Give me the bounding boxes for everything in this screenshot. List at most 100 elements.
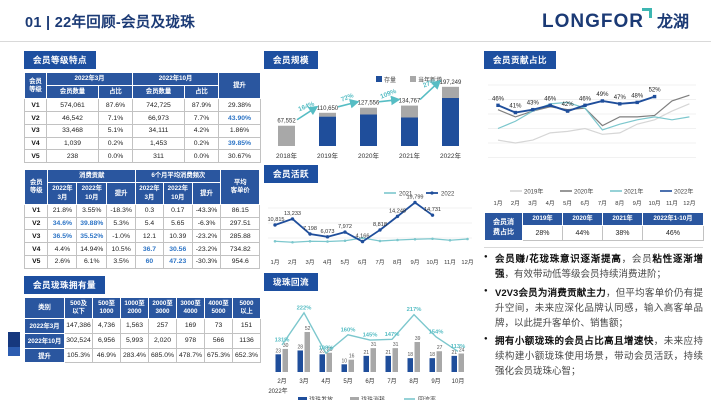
column-header: 2022年 10月	[162, 182, 193, 205]
bullet-text: 粘性逐渐增强	[495, 254, 703, 281]
table-cell: 21.8%	[47, 203, 78, 218]
table-cell: 151	[232, 318, 261, 334]
column-header: 5000 以上	[232, 296, 261, 320]
table-cell: 10.5%	[106, 242, 137, 256]
table-cell: 1,453	[132, 136, 186, 151]
column-header: 4000至 5000	[204, 296, 233, 320]
table-row: V3 33,468 5.1% 34,111 4.2% 1.86%	[24, 123, 262, 138]
chart-label: 48%	[631, 93, 644, 99]
table-row: V4 1,039 0.2% 1,453 0.2% 39.85%	[24, 136, 262, 151]
chart-label: 4月	[323, 259, 332, 266]
chart-label: 3月	[528, 200, 537, 207]
table-cell: 36.5%	[47, 229, 78, 244]
chart-label: 8月	[615, 200, 624, 207]
table-cell: 44%	[562, 225, 603, 242]
logo-text-en: LONGFOR	[541, 11, 644, 32]
table-cell: 566	[204, 332, 233, 349]
column-header: 会员数量	[46, 85, 99, 100]
section-label-longzhu-flow: 珑珠回流	[264, 273, 319, 291]
chart-label: 8月	[409, 378, 418, 385]
table-cell: 28%	[522, 225, 563, 242]
chart-label: 147%	[385, 332, 400, 338]
chart-label: 2020年	[574, 188, 593, 196]
slide-header: 01 | 22年回顾-会员及珑珠 LONGFOR 龙湖	[0, 0, 711, 42]
table-cell: 12.1	[135, 229, 164, 244]
chart-label: 8月	[393, 259, 402, 266]
table-cell: 46%	[642, 225, 704, 242]
table-row: V1 574,061 87.6% 742,725 87.9% 29.38%	[24, 98, 262, 113]
table-cell: 734.82	[220, 242, 260, 256]
table-cell: V4	[23, 242, 49, 256]
middle-column: 会员规模 存量 当年新增 67,552 2018年 110,650 2019年 127,55…	[264, 50, 476, 400]
consume-share-table: 会员消 费占比 2019年 2020年 2021年 2022年1-10月 28%…	[484, 211, 704, 242]
chart-label: 217%	[407, 307, 422, 313]
table-cell: 0.17	[162, 203, 193, 218]
table-cell: 311	[132, 149, 186, 164]
table-row: V4 4.4% 14.94% 10.5% 36.7 30.56 -23.2% 734.82	[23, 242, 260, 256]
chart-label: 31	[393, 342, 399, 348]
chart-label: 4,166	[356, 234, 370, 240]
table-cell: 43.90%	[218, 111, 262, 125]
chart-label: 27	[437, 345, 443, 351]
table-cell: -30.3%	[191, 254, 222, 269]
chart-label: 珑珠消耗	[361, 396, 385, 400]
logo-corner-icon	[641, 8, 652, 18]
table-cell: 5.1%	[97, 123, 134, 138]
bullet-item: 会员赚/花珑珠意识逐渐提高，会员粘性逐渐增强，有效带动低等级会员持续消费进阶；	[484, 252, 703, 282]
chart-label: 28	[298, 344, 304, 350]
member-contribution-chart: 1月 2月 3月 4月 5月 6月 7月 8月 9月 10月 11月 12月 46% 41% 43% 46% 4…	[488, 84, 696, 207]
chart-label: 113%	[451, 344, 466, 350]
chart-label: 2018年	[276, 151, 297, 160]
table-cell: 1136	[232, 332, 261, 349]
chart-label: 2019年	[317, 151, 338, 160]
chart-label: 7,972	[338, 224, 352, 230]
column-header: 2022年 3月	[47, 182, 78, 205]
insight-bullets: 会员赚/花珑珠意识逐渐提高，会员粘性逐渐增强，有效带动低等级会员持续消费进阶； V…	[484, 252, 703, 380]
column-header: 500及 以下	[64, 296, 93, 320]
column-header: 会员 等级	[24, 71, 47, 100]
table-cell: -6.3%	[191, 216, 222, 231]
column-header: 2022年10月	[132, 71, 220, 87]
table-cell: 5.4	[135, 216, 164, 231]
table-cell: 4.4%	[47, 242, 78, 256]
table-cell: 39.88%	[76, 216, 108, 231]
column-header: 提升	[191, 182, 222, 205]
bullet-item: 拥有小额珑珠的会员占比高且增速快，未来应持续构建小额珑珠使用场景，带动会员活跃，…	[484, 334, 703, 380]
chart-label: 11月	[444, 259, 456, 266]
table-cell: 87.6%	[97, 98, 134, 113]
chart-label: 47%	[614, 95, 627, 101]
table-cell: 5.65	[162, 216, 193, 231]
chart-label: 21	[386, 350, 392, 356]
chart-label: 21	[452, 350, 458, 356]
table-cell: 29.38%	[218, 98, 262, 113]
table-cell: 147,386	[64, 318, 93, 334]
chart-label: 13,233	[284, 211, 301, 217]
column-header: 3000至 4000	[176, 296, 205, 320]
chart-label: 14,731	[424, 207, 441, 213]
right-column: 会员贡献占比 1月 2月 3月 4月 5月 6月 7月 8月 9月 10月 11月 12月 46% 41%…	[484, 50, 704, 383]
table-cell: 3.55%	[76, 203, 108, 218]
logo-text-cn: 龙湖	[656, 14, 689, 31]
longfor-logo: LONGFOR 龙湖	[542, 8, 689, 33]
table-cell: 0.0%	[97, 149, 134, 164]
table-row: V5 238 0.0% 311 0.0% 30.67%	[24, 149, 262, 164]
table-cell: V4	[24, 136, 47, 151]
table-cell: 978	[176, 332, 205, 349]
table-cell: 283.4%	[120, 347, 149, 364]
chart-label: 6月	[365, 378, 374, 385]
table-cell: V5	[24, 149, 47, 164]
chart-label: 7月	[387, 378, 396, 385]
column-header: 1000至 2000	[120, 296, 149, 320]
table-cell: -18.3%	[106, 203, 137, 218]
column-header: 500至 1000	[92, 296, 121, 320]
bullet-text: ，未来应持续构建小额珑珠使用场景，带动会员活跃，持续强化会员珑珠心智；	[495, 336, 703, 378]
column-header: 提升	[218, 71, 262, 100]
table-cell: 6.1%	[76, 254, 108, 269]
table-cell: -23.2%	[191, 242, 222, 256]
table-row: V2 34.6% 39.88% 5.3% 5.4 5.65 -6.3% 297.51	[23, 216, 260, 231]
table-cell: 4.2%	[184, 123, 220, 138]
column-header: 会员 等级	[23, 169, 49, 205]
table-cell: 2022年10月	[24, 332, 65, 349]
